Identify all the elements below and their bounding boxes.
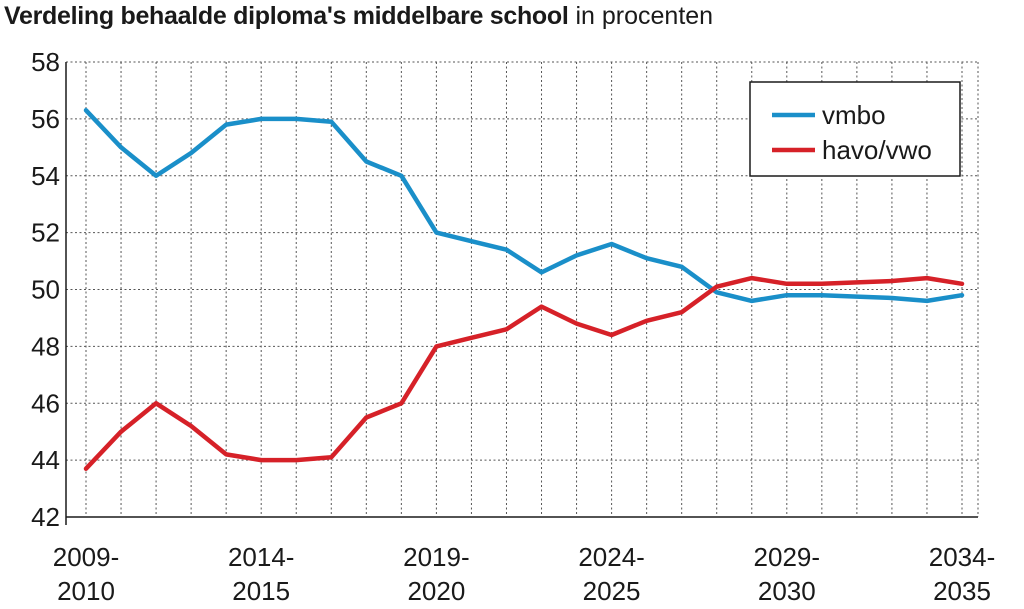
y-tick-labels: 42 44 46 48 50 52 54 56 58 <box>31 47 60 532</box>
x-tick-label: 2015 <box>232 576 290 606</box>
legend: vmbo havo/vwo <box>749 81 961 177</box>
axes <box>65 62 978 525</box>
y-tick-label: 52 <box>31 218 60 248</box>
x-tick-label: 2014- <box>228 542 295 572</box>
y-tick-label: 48 <box>31 331 60 361</box>
y-tick-label: 46 <box>31 388 60 418</box>
series-lines <box>83 108 965 471</box>
series-line-havo-vwo <box>83 275 965 471</box>
x-tick-label: 2034- <box>929 542 996 572</box>
series-line-vmbo <box>83 108 965 304</box>
legend-label-havo-vwo: havo/vwo <box>822 135 932 165</box>
x-tick-label: 2020 <box>407 576 465 606</box>
x-tick-label: 2030 <box>758 576 816 606</box>
y-tick-label: 42 <box>31 502 60 532</box>
x-tick-label: 2024- <box>578 542 645 572</box>
legend-box <box>749 81 961 177</box>
x-tick-label: 2009- <box>53 542 120 572</box>
chart-subtitle: in procenten <box>575 2 714 30</box>
y-tick-label: 56 <box>31 104 60 134</box>
x-tick-label: 2025 <box>583 576 641 606</box>
legend-label-vmbo: vmbo <box>822 100 886 130</box>
chart-title-main: Verdeling behaalde diploma's middelbare … <box>4 2 569 30</box>
x-tick-label: 2019- <box>403 542 470 572</box>
x-tick-label: 2029- <box>754 542 821 572</box>
y-tick-label: 58 <box>31 47 60 77</box>
chart-title: Verdeling behaalde diploma's middelbare … <box>4 2 713 31</box>
x-tick-label: 2010 <box>57 576 115 606</box>
y-tick-label: 54 <box>31 161 60 191</box>
x-tick-label: 2035 <box>933 576 991 606</box>
y-tick-label: 44 <box>31 445 60 475</box>
x-tick-labels: 2009- 2010 2014- 2015 2019- 2020 2024- 2025 2029… <box>53 542 996 606</box>
grid <box>66 61 979 518</box>
y-tick-label: 50 <box>31 275 60 305</box>
